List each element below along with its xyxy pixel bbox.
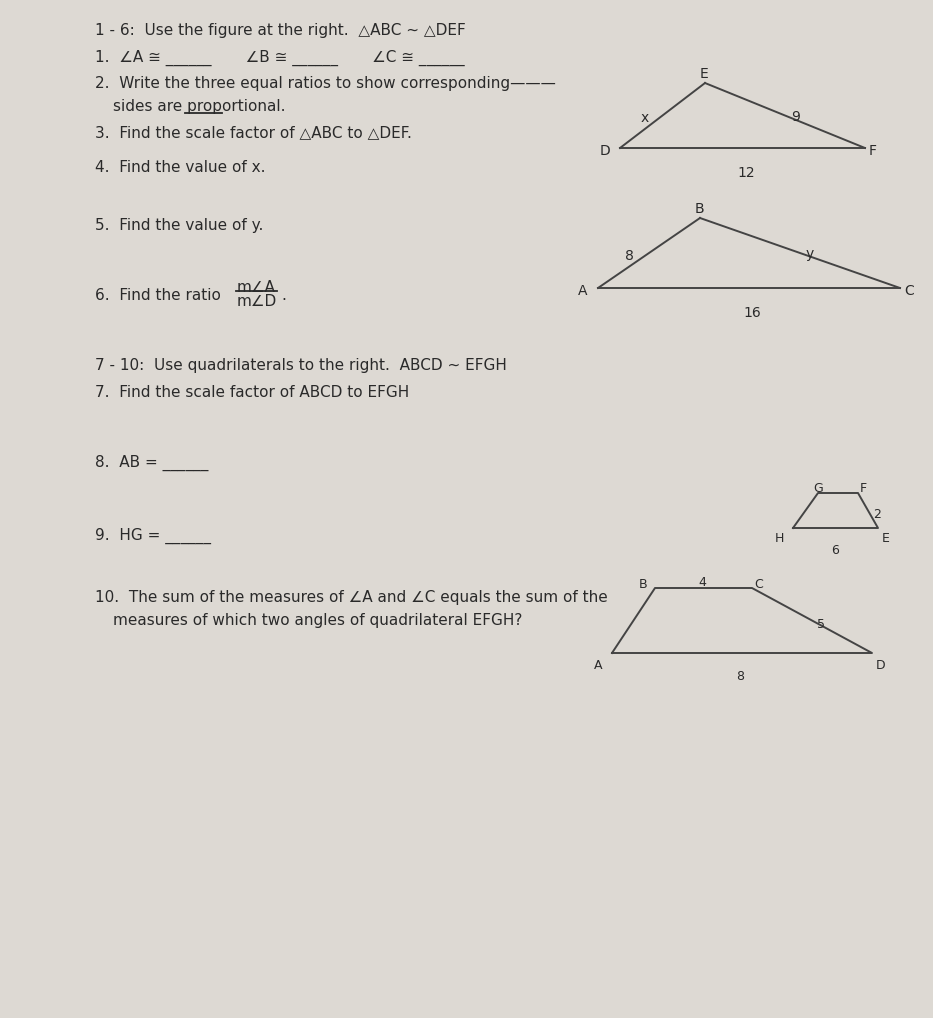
Text: 2: 2 bbox=[873, 509, 881, 521]
Text: 9: 9 bbox=[791, 110, 800, 123]
Text: 8.  AB = ______: 8. AB = ______ bbox=[95, 455, 208, 471]
Text: 5.  Find the value of y.: 5. Find the value of y. bbox=[95, 218, 263, 233]
Text: 9.  HG = ______: 9. HG = ______ bbox=[95, 528, 211, 545]
Text: H: H bbox=[775, 532, 785, 545]
Text: y: y bbox=[806, 247, 815, 261]
Text: x: x bbox=[640, 111, 648, 124]
Text: 1.  ∠A ≅ ______       ∠B ≅ ______       ∠C ≅ ______: 1. ∠A ≅ ______ ∠B ≅ ______ ∠C ≅ ______ bbox=[95, 50, 465, 66]
Text: 1 - 6:  Use the figure at the right.  △ABC ~ △DEF: 1 - 6: Use the figure at the right. △ABC… bbox=[95, 23, 466, 38]
Text: 7.  Find the scale factor of ABCD to EFGH: 7. Find the scale factor of ABCD to EFGH bbox=[95, 385, 410, 400]
Text: C: C bbox=[754, 578, 763, 591]
Text: D: D bbox=[876, 659, 885, 672]
Text: B: B bbox=[639, 578, 648, 591]
Text: F: F bbox=[869, 144, 877, 158]
Text: F: F bbox=[860, 482, 867, 495]
Text: measures of which two angles of quadrilateral EFGH?: measures of which two angles of quadrila… bbox=[113, 613, 522, 628]
Text: m∠D: m∠D bbox=[237, 294, 277, 309]
Text: 3.  Find the scale factor of △ABC to △DEF.: 3. Find the scale factor of △ABC to △DEF… bbox=[95, 125, 411, 140]
Text: 6: 6 bbox=[831, 544, 840, 557]
Text: E: E bbox=[882, 532, 890, 545]
Text: 8: 8 bbox=[625, 249, 634, 263]
Text: 2.  Write the three equal ratios to show corresponding———: 2. Write the three equal ratios to show … bbox=[95, 76, 556, 91]
Text: m∠A: m∠A bbox=[237, 280, 276, 295]
Text: G: G bbox=[813, 482, 823, 495]
Text: E: E bbox=[700, 67, 709, 81]
Text: 8: 8 bbox=[736, 670, 744, 683]
Text: 12: 12 bbox=[737, 166, 755, 180]
Text: 6.  Find the ratio: 6. Find the ratio bbox=[95, 288, 230, 303]
Text: D: D bbox=[600, 144, 611, 158]
Text: A: A bbox=[578, 284, 588, 298]
Text: A: A bbox=[594, 659, 603, 672]
Text: .: . bbox=[281, 288, 285, 303]
Text: 4: 4 bbox=[699, 576, 706, 589]
Text: 4.  Find the value of x.: 4. Find the value of x. bbox=[95, 160, 266, 175]
Text: 5: 5 bbox=[817, 619, 825, 631]
Text: C: C bbox=[904, 284, 913, 298]
Text: sides are proportional.: sides are proportional. bbox=[113, 99, 285, 114]
Text: 7 - 10:  Use quadrilaterals to the right.  ABCD ~ EFGH: 7 - 10: Use quadrilaterals to the right.… bbox=[95, 358, 507, 373]
Text: 10.  The sum of the measures of ∠A and ∠C equals the sum of the: 10. The sum of the measures of ∠A and ∠C… bbox=[95, 590, 607, 605]
Text: 16: 16 bbox=[743, 306, 760, 320]
Text: B: B bbox=[695, 202, 704, 216]
